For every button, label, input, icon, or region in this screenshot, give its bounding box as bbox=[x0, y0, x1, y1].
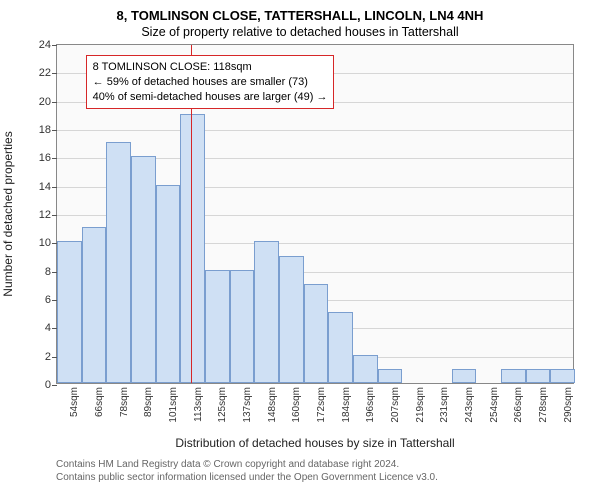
x-tick-label: 266sqm bbox=[513, 387, 524, 423]
y-tick-mark bbox=[52, 130, 57, 131]
x-tick-label: 148sqm bbox=[267, 387, 278, 423]
title-address: 8, TOMLINSON CLOSE, TATTERSHALL, LINCOLN… bbox=[0, 0, 600, 23]
x-tick-label: 89sqm bbox=[143, 387, 154, 417]
y-axis-label: Number of detached properties bbox=[1, 131, 15, 296]
histogram-bar bbox=[526, 369, 551, 383]
x-tick-label: 101sqm bbox=[168, 387, 179, 423]
x-tick-label: 196sqm bbox=[365, 387, 376, 423]
x-tick-label: 78sqm bbox=[119, 387, 130, 417]
attribution-line2: Contains public sector information licen… bbox=[56, 471, 438, 484]
x-tick-label: 184sqm bbox=[341, 387, 352, 423]
x-tick-label: 54sqm bbox=[69, 387, 80, 417]
y-tick-mark bbox=[52, 45, 57, 46]
x-tick-label: 160sqm bbox=[291, 387, 302, 423]
x-tick-label: 243sqm bbox=[464, 387, 475, 423]
x-tick-label: 207sqm bbox=[390, 387, 401, 423]
attribution-text: Contains HM Land Registry data © Crown c… bbox=[56, 458, 438, 484]
histogram-bar bbox=[205, 270, 230, 383]
callout-line: ← 59% of detached houses are smaller (73… bbox=[93, 75, 328, 90]
histogram-bar bbox=[279, 256, 304, 384]
y-tick-mark bbox=[52, 215, 57, 216]
x-tick-label: 254sqm bbox=[489, 387, 500, 423]
histogram-bar bbox=[452, 369, 477, 383]
x-tick-label: 137sqm bbox=[242, 387, 253, 423]
y-tick-mark bbox=[52, 385, 57, 386]
y-tick-mark bbox=[52, 102, 57, 103]
title-subtitle: Size of property relative to detached ho… bbox=[0, 23, 600, 39]
x-tick-label: 219sqm bbox=[415, 387, 426, 423]
histogram-bar bbox=[328, 312, 353, 383]
callout-line: 40% of semi-detached houses are larger (… bbox=[93, 90, 328, 105]
histogram-bar bbox=[180, 114, 205, 383]
x-tick-label: 172sqm bbox=[316, 387, 327, 423]
y-tick-mark bbox=[52, 158, 57, 159]
x-tick-label: 278sqm bbox=[538, 387, 549, 423]
y-tick-mark bbox=[52, 187, 57, 188]
histogram-bar bbox=[550, 369, 575, 383]
x-axis-label: Distribution of detached houses by size … bbox=[56, 436, 574, 450]
histogram-bar bbox=[82, 227, 107, 383]
grid-line bbox=[57, 130, 573, 131]
property-callout: 8 TOMLINSON CLOSE: 118sqm← 59% of detach… bbox=[86, 55, 335, 110]
histogram-bar bbox=[501, 369, 526, 383]
x-tick-label: 113sqm bbox=[193, 387, 204, 422]
x-tick-label: 290sqm bbox=[563, 387, 574, 423]
x-tick-label: 231sqm bbox=[439, 387, 450, 423]
histogram-bar bbox=[254, 241, 279, 383]
histogram-bar bbox=[106, 142, 131, 383]
histogram-bar bbox=[378, 369, 403, 383]
callout-line: 8 TOMLINSON CLOSE: 118sqm bbox=[93, 60, 328, 75]
histogram-bar bbox=[230, 270, 255, 383]
y-tick-mark bbox=[52, 73, 57, 74]
histogram-bar bbox=[353, 355, 378, 383]
x-tick-label: 66sqm bbox=[94, 387, 105, 417]
attribution-line1: Contains HM Land Registry data © Crown c… bbox=[56, 458, 438, 471]
histogram-plot-area: 02468101214161820222454sqm66sqm78sqm89sq… bbox=[56, 44, 574, 384]
histogram-bar bbox=[304, 284, 329, 383]
histogram-bar bbox=[156, 185, 181, 383]
histogram-bar bbox=[57, 241, 82, 383]
histogram-bar bbox=[131, 156, 156, 383]
x-tick-label: 125sqm bbox=[217, 387, 228, 423]
